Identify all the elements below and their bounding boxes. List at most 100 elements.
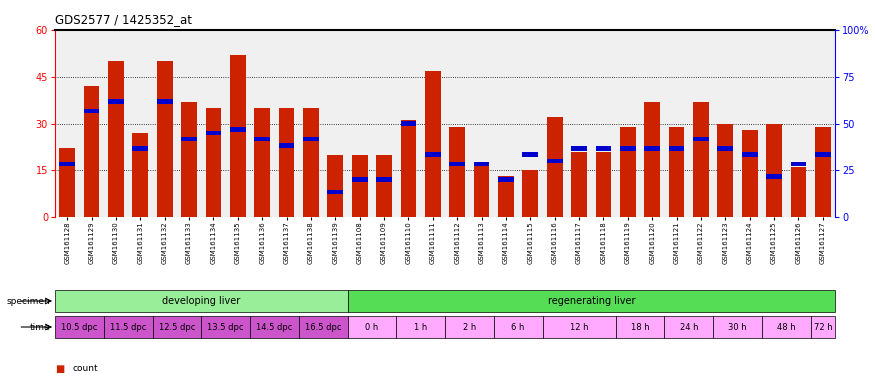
Bar (255, 108, 270, 217)
Bar (790, 162, 807, 166)
Bar (766, 174, 782, 179)
Bar (815, 127, 830, 217)
Bar (278, 143, 295, 148)
Bar (620, 146, 636, 151)
Text: 13.5 dpc: 13.5 dpc (207, 323, 244, 331)
Bar (55, 316, 104, 338)
Bar (352, 155, 367, 217)
Bar (449, 162, 466, 166)
Bar (132, 133, 148, 217)
Bar (60, 162, 75, 166)
Bar (498, 177, 514, 182)
Bar (152, 316, 201, 338)
Bar (616, 316, 664, 338)
Bar (230, 127, 246, 132)
Bar (473, 162, 489, 166)
Bar (55, 290, 347, 312)
Text: 16.5 dpc: 16.5 dpc (304, 323, 341, 331)
Text: 18 h: 18 h (631, 323, 649, 331)
Bar (693, 102, 709, 217)
Text: ■: ■ (55, 364, 64, 374)
Bar (401, 120, 416, 217)
Bar (278, 108, 295, 217)
Bar (327, 155, 343, 217)
Bar (596, 146, 612, 151)
Text: 48 h: 48 h (777, 323, 795, 331)
Bar (718, 146, 733, 151)
Text: regenerating liver: regenerating liver (548, 296, 635, 306)
Bar (644, 102, 660, 217)
Bar (718, 124, 733, 217)
Bar (762, 316, 810, 338)
Bar (790, 167, 807, 217)
Bar (352, 177, 367, 182)
Bar (396, 316, 445, 338)
Bar (498, 177, 514, 217)
Text: 30 h: 30 h (728, 323, 747, 331)
Bar (445, 316, 493, 338)
Text: 6 h: 6 h (511, 323, 525, 331)
Bar (522, 152, 538, 157)
Text: 12 h: 12 h (570, 323, 588, 331)
Bar (596, 152, 612, 217)
Bar (668, 127, 684, 217)
Text: 24 h: 24 h (680, 323, 698, 331)
Bar (449, 127, 466, 217)
Bar (181, 137, 197, 141)
Bar (206, 131, 221, 135)
Bar (815, 152, 830, 157)
Bar (571, 152, 587, 217)
Bar (255, 137, 270, 141)
Bar (206, 108, 221, 217)
Bar (620, 127, 636, 217)
Bar (522, 170, 538, 217)
Text: 14.5 dpc: 14.5 dpc (256, 323, 292, 331)
Bar (547, 117, 563, 217)
Text: 1 h: 1 h (414, 323, 427, 331)
Bar (766, 124, 782, 217)
Bar (250, 316, 298, 338)
Bar (493, 316, 542, 338)
Bar (60, 149, 75, 217)
Bar (104, 316, 152, 338)
Text: developing liver: developing liver (162, 296, 241, 306)
Bar (298, 316, 347, 338)
Text: 11.5 dpc: 11.5 dpc (110, 323, 146, 331)
Bar (425, 152, 441, 157)
Bar (347, 316, 396, 338)
Bar (108, 61, 124, 217)
Bar (303, 137, 318, 141)
Bar (473, 164, 489, 217)
Text: 10.5 dpc: 10.5 dpc (61, 323, 98, 331)
Bar (84, 86, 100, 217)
Bar (742, 130, 758, 217)
Bar (742, 152, 758, 157)
Text: GDS2577 / 1425352_at: GDS2577 / 1425352_at (55, 13, 192, 26)
Bar (693, 137, 709, 141)
Bar (132, 146, 148, 151)
Text: time: time (30, 323, 51, 331)
Text: 72 h: 72 h (814, 323, 832, 331)
Text: 2 h: 2 h (463, 323, 476, 331)
Bar (376, 177, 392, 182)
Bar (664, 316, 713, 338)
Bar (571, 146, 587, 151)
Bar (327, 190, 343, 194)
Bar (668, 146, 684, 151)
Bar (230, 55, 246, 217)
Bar (547, 159, 563, 163)
Bar (347, 290, 835, 312)
Bar (376, 155, 392, 217)
Text: 0 h: 0 h (365, 323, 379, 331)
Bar (542, 316, 616, 338)
Bar (157, 99, 172, 104)
Bar (181, 102, 197, 217)
Bar (303, 108, 318, 217)
Bar (713, 316, 762, 338)
Bar (810, 316, 835, 338)
Bar (425, 71, 441, 217)
Bar (644, 146, 660, 151)
Text: count: count (73, 364, 98, 373)
Bar (108, 99, 124, 104)
Bar (84, 109, 100, 113)
